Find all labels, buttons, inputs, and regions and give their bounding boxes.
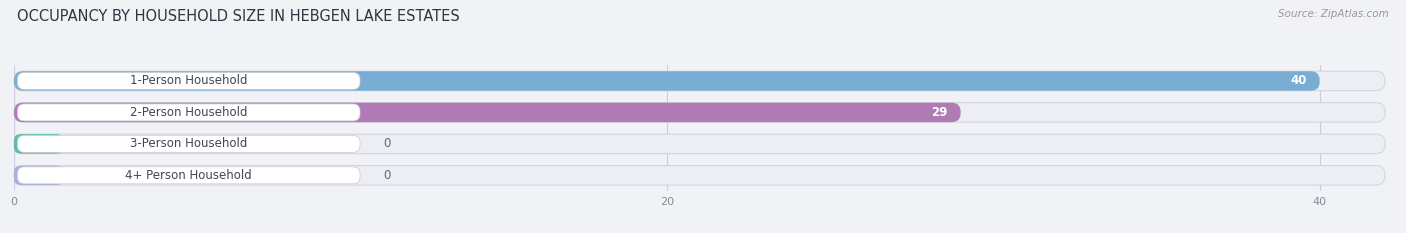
FancyBboxPatch shape [17, 135, 360, 152]
FancyBboxPatch shape [14, 134, 63, 154]
FancyBboxPatch shape [14, 166, 1385, 185]
Text: OCCUPANCY BY HOUSEHOLD SIZE IN HEBGEN LAKE ESTATES: OCCUPANCY BY HOUSEHOLD SIZE IN HEBGEN LA… [17, 9, 460, 24]
FancyBboxPatch shape [14, 71, 1320, 91]
FancyBboxPatch shape [14, 103, 1385, 122]
FancyBboxPatch shape [14, 134, 1385, 154]
Text: 0: 0 [382, 137, 391, 150]
Text: 29: 29 [931, 106, 948, 119]
Text: 1-Person Household: 1-Person Household [129, 75, 247, 87]
FancyBboxPatch shape [14, 103, 960, 122]
FancyBboxPatch shape [17, 72, 360, 89]
FancyBboxPatch shape [17, 167, 360, 184]
Text: 40: 40 [1291, 75, 1306, 87]
Text: 2-Person Household: 2-Person Household [129, 106, 247, 119]
Text: Source: ZipAtlas.com: Source: ZipAtlas.com [1278, 9, 1389, 19]
Text: 0: 0 [382, 169, 391, 182]
Text: 3-Person Household: 3-Person Household [129, 137, 247, 150]
Text: 4+ Person Household: 4+ Person Household [125, 169, 252, 182]
FancyBboxPatch shape [14, 166, 63, 185]
FancyBboxPatch shape [17, 104, 360, 121]
FancyBboxPatch shape [14, 71, 1385, 91]
